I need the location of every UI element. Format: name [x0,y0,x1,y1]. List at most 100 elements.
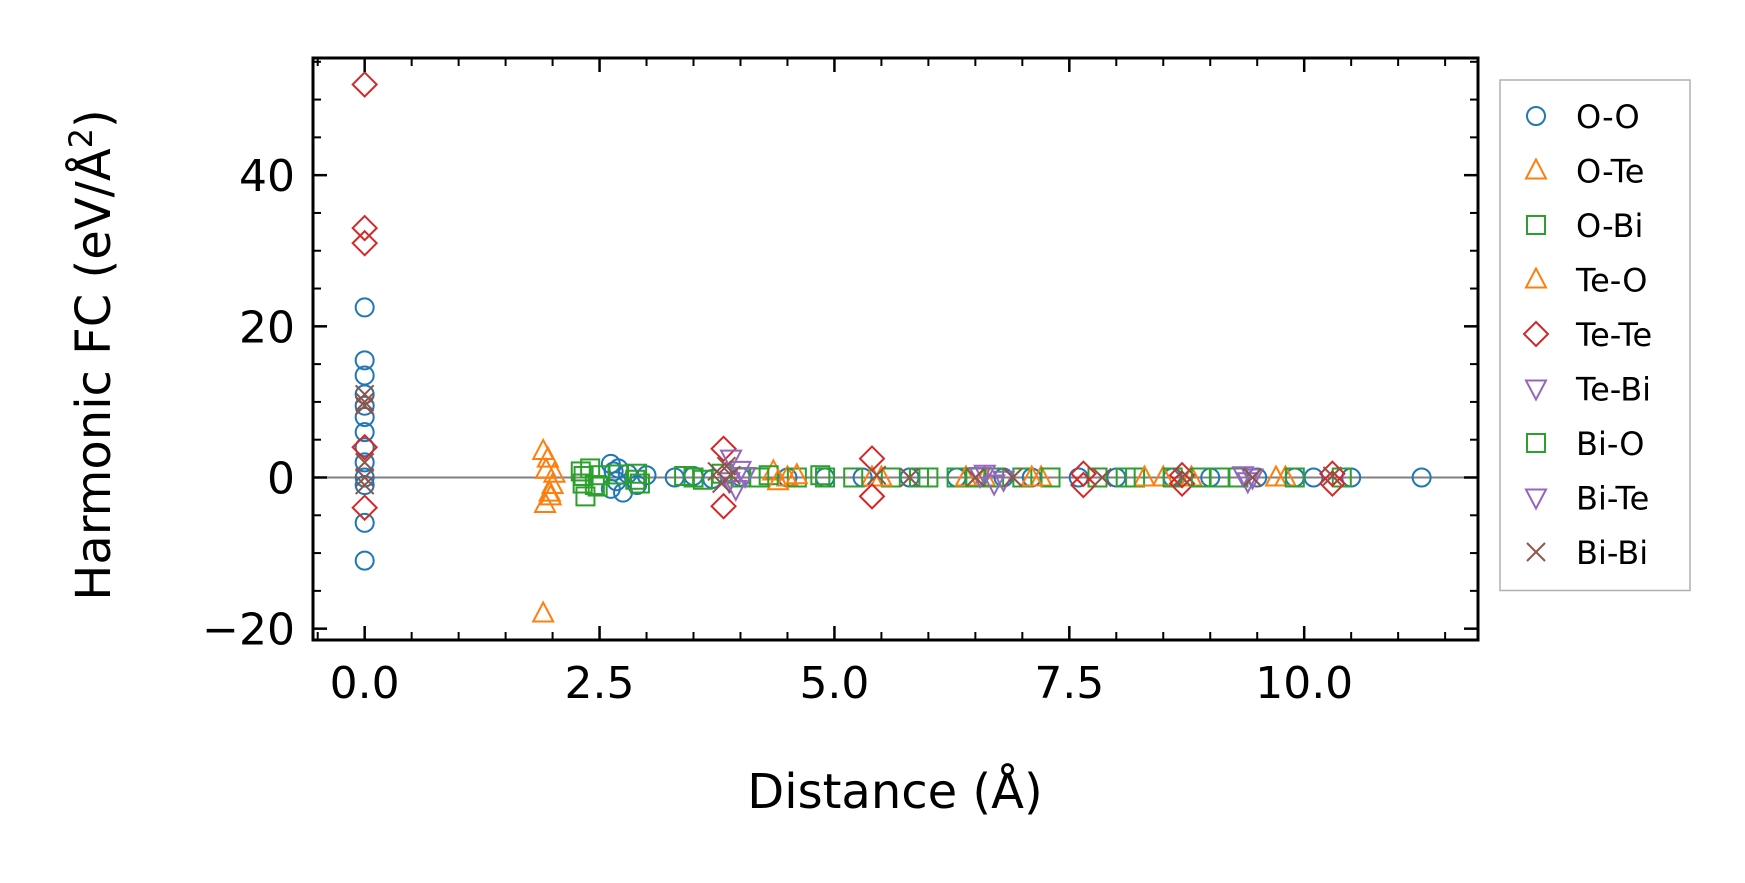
data-point [1190,467,1211,488]
legend-label: Bi-Bi [1576,534,1648,572]
series-layer [351,71,1432,623]
data-point [1132,464,1157,487]
legend-item-o-te: O-Te [1524,153,1644,191]
y-axis-title-main: Harmonic FC (eV/Å [65,148,122,601]
legend-label: Bi-O [1576,425,1644,463]
data-point [354,467,375,488]
data-point [1092,467,1112,488]
series-te-te [351,71,1346,522]
data-point [965,467,986,488]
y-tick-label: 20 [239,302,295,353]
legend-label: Te-Te [1575,316,1652,354]
data-point [1242,467,1263,488]
data-point [766,468,790,491]
x-tick-label: 10.0 [1255,658,1353,709]
x-tick-label: 5.0 [799,658,869,709]
legend-item-te-bi: Te-Bi [1524,371,1651,409]
data-point [354,384,375,405]
data-point [542,460,567,483]
data-point [354,392,375,412]
data-point [354,467,375,488]
legend-marker [1524,157,1548,180]
legend-item-bi-te: Bi-Te [1524,480,1649,518]
data-point [351,214,379,242]
data-point [533,490,557,513]
data-point [716,456,737,476]
data-point [351,433,379,461]
legend: O-O O-Te O-Bi Te-O Te-Te Te-Bi Bi-O Bi-Te Bi-Bi [1499,79,1691,592]
data-point [1168,470,1196,497]
data-point [899,467,920,488]
legend-label: O-Bi [1576,207,1643,245]
data-point [536,445,560,468]
y-axis-title-close: ) [66,109,122,128]
x-tick-label: 0.0 [330,658,400,709]
legend-marker [1524,266,1548,289]
legend-label: O-Te [1576,153,1644,191]
plot-frame [311,56,1480,642]
data-point [354,407,375,428]
data-point [785,462,809,485]
axes-layer [311,56,1480,642]
legend-label: Te-Bi [1575,371,1651,409]
y-axis-title: Harmonic FC (eV/Å2) [62,109,122,601]
legend-marker [1526,433,1546,453]
data-point [719,449,743,472]
legend-marker [1524,488,1548,511]
legend-item-o-bi: O-Bi [1526,207,1643,245]
data-point [354,395,375,416]
data-point [683,467,704,488]
data-point [1318,470,1346,497]
data-point [1003,467,1023,488]
data-point [710,435,737,463]
data-point [710,492,737,520]
y-axis-title-sup: 2 [62,128,100,148]
data-point [354,550,375,571]
data-point [1069,460,1097,488]
legend-marker [1524,379,1548,402]
x-axis-title: Distance (Å) [747,763,1042,820]
data-point [1318,460,1346,488]
x-tick-label: 2.5 [565,658,635,709]
y-tick-label: −20 [202,605,295,656]
data-point [1240,468,1265,491]
y-tick-label: 0 [267,453,295,504]
data-point [354,512,375,533]
data-point [721,465,741,485]
data-point [351,71,379,98]
data-point [354,297,375,318]
data-point [707,461,727,482]
data-point [1231,466,1255,489]
legend-marker [1526,215,1546,235]
data-point [1069,471,1097,499]
legend-label: O-O [1576,98,1640,136]
legend-label: Bi-Te [1576,480,1649,518]
ticks-layer: 0.0 2.5 5.0 7.5 10.0 −20 0 20 40 [202,58,1478,709]
data-point [982,474,1006,497]
data-point [539,483,563,506]
y-tick-label: 40 [239,151,295,202]
legend-item-te-te: Te-Te [1522,316,1652,354]
data-point [587,476,608,497]
data-point [858,482,886,510]
data-point [867,465,887,485]
data-point [815,467,836,488]
data-point [1172,467,1192,488]
legend-marker [1526,106,1546,126]
data-point [810,465,831,486]
data-point [1284,467,1305,488]
data-point [1115,467,1136,488]
data-point [531,600,555,623]
data-point [573,465,594,486]
legend-item-o-o: O-O [1526,98,1640,136]
data-point [1322,466,1343,486]
series-bi-bi [354,384,1343,495]
data-point [1411,467,1432,488]
legend-label: Te-O [1575,262,1647,300]
data-point [354,422,375,443]
data-point [540,471,565,495]
data-point [625,469,646,490]
data-point [733,466,757,490]
data-point [354,350,375,371]
